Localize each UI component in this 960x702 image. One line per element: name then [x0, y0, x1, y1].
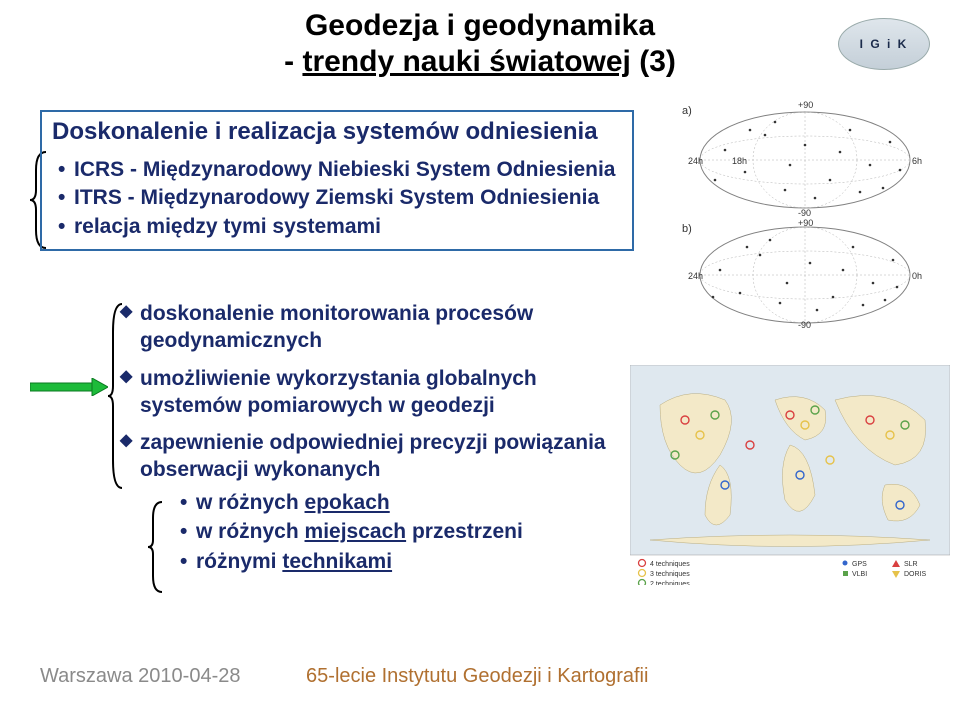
svg-text:3 techniques: 3 techniques — [650, 571, 690, 578]
svg-text:2 techniques: 2 techniques — [650, 581, 690, 585]
svg-text:4 techniques: 4 techniques — [650, 561, 690, 568]
svg-text:VLBI: VLBI — [852, 571, 867, 578]
diamond-list: doskonalenie monitorowania procesów geod… — [120, 300, 630, 576]
svg-text:18h: 18h — [732, 156, 747, 166]
title-line-1: Geodezja i geodynamika — [0, 8, 960, 44]
world-map-figure: 4 techniques 3 techniques 2 techniques G… — [630, 365, 950, 585]
box-item: relacja między tymi systemami — [58, 213, 622, 241]
inner-item: w różnych miejscach przestrzeni — [180, 517, 630, 546]
svg-text:DORIS: DORIS — [904, 571, 927, 578]
diamond-item: doskonalenie monitorowania procesów geod… — [120, 300, 630, 355]
globe-label-b: b) — [682, 223, 692, 235]
diamond-item: umożliwienie wykorzystania globalnych sy… — [120, 365, 630, 420]
svg-text:-90: -90 — [798, 208, 811, 218]
inner-list: w różnych epokach w różnych miejscach pr… — [180, 488, 630, 576]
box-item: ICRS - Międzynarodowy Niebieski System O… — [58, 156, 622, 184]
box-list: ICRS - Międzynarodowy Niebieski System O… — [52, 156, 622, 241]
svg-text:6h: 6h — [912, 156, 922, 166]
svg-text:GPS: GPS — [852, 561, 867, 568]
box-item: ITRS - Międzynarodowy Ziemski System Odn… — [58, 184, 622, 212]
inner-item: w różnych epokach — [180, 488, 630, 517]
sub-block: doskonalenie monitorowania procesów geod… — [120, 300, 630, 586]
diamond-item: zapewnienie odpowiedniej precyzji powiąz… — [120, 429, 630, 576]
logo: I G i K — [838, 18, 930, 70]
title-block: Geodezja i geodynamika - trendy nauki św… — [0, 0, 960, 80]
box-heading: Doskonalenie i realizacja systemów odnie… — [52, 118, 622, 146]
arrow-icon — [30, 378, 108, 396]
svg-text:+90: +90 — [798, 100, 813, 110]
title-underline: trendy nauki światowej — [302, 45, 630, 78]
diamond-item-text: zapewnienie odpowiedniej precyzji powiąz… — [140, 431, 606, 481]
svg-text:-90: -90 — [798, 320, 811, 330]
globe-label-a: a) — [682, 105, 692, 117]
svg-text:SLR: SLR — [904, 561, 918, 568]
footer: Warszawa 2010-04-28 65-lecie Instytutu G… — [40, 665, 648, 688]
inner-item: różnymi technikami — [180, 547, 630, 576]
svg-text:24h: 24h — [688, 156, 703, 166]
celestial-globes-figure: a) +90 24h 18h 6h -90 b) +90 — [680, 100, 930, 330]
footer-right: 65-lecie Instytutu Geodezji i Kartografi… — [306, 665, 648, 687]
reference-systems-box: Doskonalenie i realizacja systemów odnie… — [40, 110, 634, 251]
svg-text:+90: +90 — [798, 218, 813, 228]
footer-left: Warszawa 2010-04-28 — [40, 665, 240, 687]
slide: I G i K Geodezja i geodynamika - trendy … — [0, 0, 960, 702]
svg-text:24h: 24h — [688, 271, 703, 281]
title-line-2: - trendy nauki światowej (3) — [0, 44, 960, 80]
svg-text:0h: 0h — [912, 271, 922, 281]
